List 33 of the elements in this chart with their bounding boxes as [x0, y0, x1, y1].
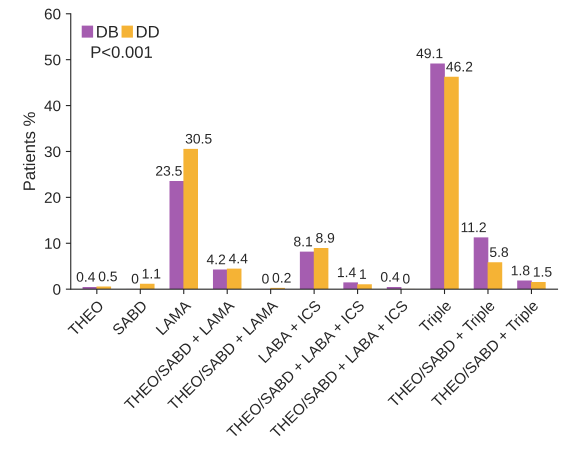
data-label: 0: [132, 274, 138, 284]
data-label: 0.2: [272, 272, 291, 283]
data-label: 11.2: [462, 222, 486, 232]
data-label: 5.8: [490, 247, 508, 258]
y-tick-label: 10: [45, 238, 60, 249]
y-tick-label: 20: [44, 192, 60, 204]
data-label: 1.5: [534, 267, 552, 277]
data-label: 0.5: [98, 272, 117, 282]
data-label: 0.4: [380, 272, 400, 282]
data-label: 1.1: [142, 268, 160, 278]
data-label: 0.4: [76, 272, 96, 282]
y-tick-label: 60: [44, 8, 60, 20]
y-tick-label: 30: [44, 146, 60, 158]
data-label: 1: [360, 269, 366, 279]
annotation: P<0.001: [92, 46, 152, 58]
data-label: 1.8: [512, 266, 530, 276]
data-label: 1.4: [338, 268, 356, 278]
data-label: 0: [402, 274, 410, 284]
y-axis-title: Patients %: [22, 112, 36, 190]
y-tick-label: 50: [44, 54, 60, 66]
data-label: 0: [262, 274, 269, 284]
legend-label: DD: [136, 26, 159, 38]
data-label: 4.2: [206, 254, 226, 264]
data-label: 8.1: [294, 236, 312, 246]
data-label: 46.2: [446, 62, 472, 72]
y-tick-label: 0: [53, 284, 60, 295]
data-label: 4.4: [228, 254, 248, 264]
y-tick-label: 40: [44, 100, 60, 112]
data-label: 30.5: [186, 134, 212, 144]
legend-label: DB: [97, 26, 118, 38]
data-label: 8.9: [316, 232, 334, 243]
data-label: 23.5: [156, 166, 182, 176]
data-label: 49.1: [416, 48, 442, 58]
